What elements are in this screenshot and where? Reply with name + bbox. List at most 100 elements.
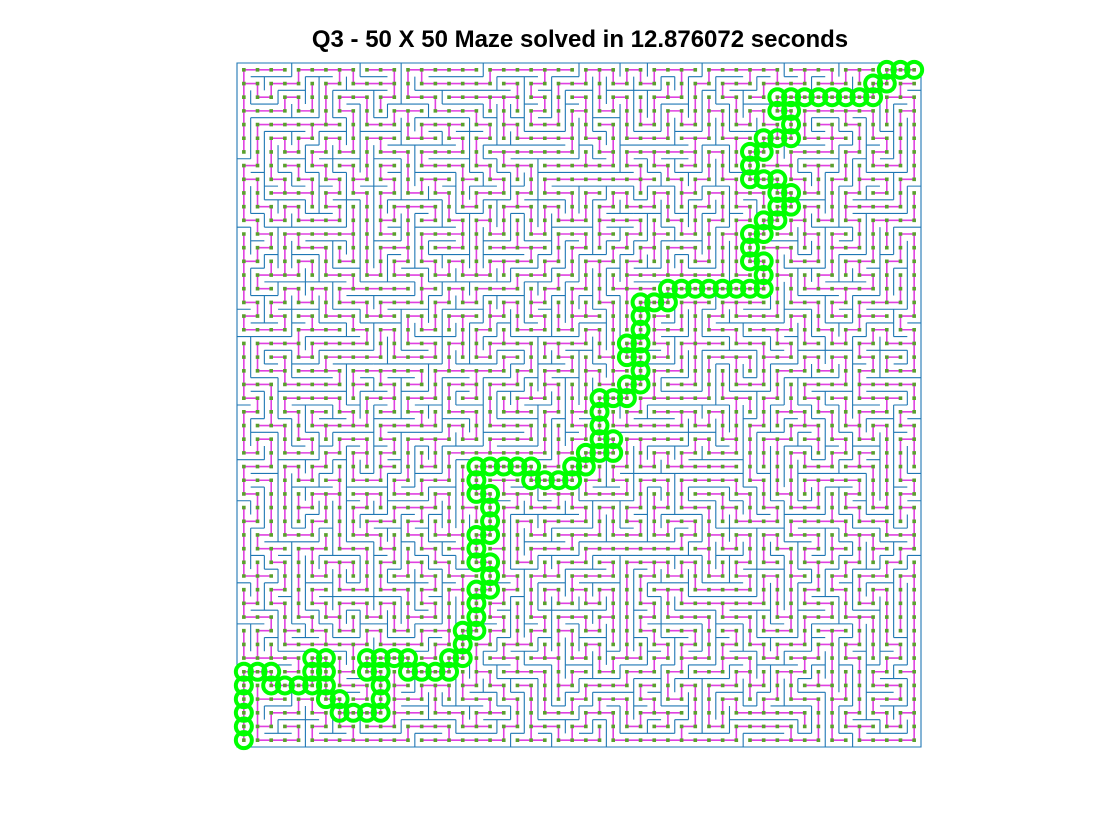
path-marker <box>562 456 583 477</box>
path-marker <box>439 661 460 682</box>
path-marker <box>315 648 336 669</box>
path-marker <box>767 169 788 190</box>
path-marker <box>589 429 610 450</box>
path-marker <box>863 73 884 94</box>
path-marker <box>740 237 760 258</box>
path-marker <box>466 579 487 600</box>
path-marker <box>233 661 254 682</box>
path-marker <box>603 442 624 463</box>
path-marker <box>480 511 501 532</box>
path-marker <box>753 265 774 286</box>
path-marker <box>521 470 542 491</box>
path-marker <box>781 114 802 135</box>
path-marker <box>247 661 268 682</box>
path-marker <box>767 196 788 217</box>
path-marker <box>589 415 610 436</box>
path-marker <box>630 374 651 395</box>
path-marker <box>466 483 487 504</box>
path-marker <box>767 87 788 108</box>
path-marker <box>822 87 843 108</box>
path-marker <box>261 675 282 696</box>
path-marker <box>521 456 542 477</box>
path-marker <box>808 87 829 108</box>
path-marker <box>781 87 802 108</box>
path-marker <box>575 442 596 463</box>
path-marker <box>740 169 760 190</box>
path-marker <box>630 333 651 354</box>
path-marker <box>398 648 418 669</box>
path-marker <box>466 620 487 641</box>
path-marker <box>630 347 651 368</box>
path-marker <box>425 661 446 682</box>
path-marker <box>370 648 391 669</box>
path-marker <box>466 456 487 477</box>
path-marker <box>233 730 254 751</box>
path-marker <box>630 292 651 313</box>
path-marker <box>603 429 624 450</box>
path-marker <box>466 607 487 628</box>
path-marker <box>233 716 254 737</box>
path-marker <box>233 675 254 696</box>
path-marker <box>616 374 637 395</box>
path-marker <box>315 689 336 710</box>
path-marker <box>630 360 651 381</box>
path-marker <box>466 552 487 573</box>
path-marker <box>753 224 774 244</box>
path-marker <box>781 100 802 121</box>
path-marker <box>767 182 788 203</box>
path-marker <box>753 128 774 149</box>
path-marker <box>589 442 610 463</box>
path-marker <box>753 169 774 190</box>
path-marker <box>575 456 596 477</box>
path-marker <box>370 675 391 696</box>
path-marker <box>603 388 624 409</box>
solution-path <box>233 59 925 751</box>
path-marker <box>356 661 377 682</box>
path-marker <box>698 278 719 299</box>
path-marker <box>480 579 501 600</box>
path-marker <box>767 128 788 149</box>
path-marker <box>480 497 501 518</box>
path-marker <box>288 675 309 696</box>
path-marker <box>562 470 583 491</box>
path-marker <box>261 661 282 682</box>
path-marker <box>370 702 391 723</box>
path-marker <box>616 388 637 409</box>
path-marker <box>630 306 651 327</box>
path-marker <box>657 278 678 299</box>
path-marker <box>685 278 706 299</box>
path-marker <box>726 278 747 299</box>
path-marker <box>480 524 501 545</box>
path-marker <box>876 59 897 80</box>
path-marker <box>315 675 336 696</box>
path-marker <box>274 675 295 696</box>
path-marker <box>835 87 856 108</box>
path-marker <box>398 661 418 682</box>
path-marker <box>507 456 528 477</box>
path-marker <box>356 648 377 669</box>
path-marker <box>302 648 323 669</box>
path-marker <box>356 702 377 723</box>
path-marker <box>753 251 774 272</box>
path-marker <box>904 59 925 80</box>
path-marker <box>343 702 364 723</box>
path-marker <box>589 401 610 422</box>
path-marker <box>589 388 610 409</box>
path-marker <box>781 196 802 217</box>
path-marker <box>740 141 760 162</box>
path-marker <box>740 251 760 272</box>
path-marker <box>534 470 555 491</box>
path-marker <box>452 648 473 669</box>
path-marker <box>329 702 350 723</box>
path-marker <box>863 87 884 108</box>
path-marker <box>753 278 774 299</box>
path-marker <box>233 702 254 723</box>
path-marker <box>616 347 637 368</box>
path-marker <box>767 210 788 231</box>
figure-title: Q3 - 50 X 50 Maze solved in 12.876072 se… <box>311 26 849 53</box>
path-marker <box>630 319 651 340</box>
path-marker <box>329 689 350 710</box>
path-marker <box>671 278 692 299</box>
